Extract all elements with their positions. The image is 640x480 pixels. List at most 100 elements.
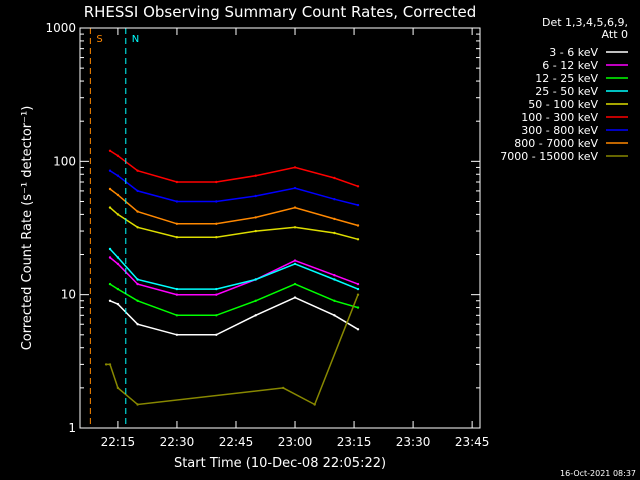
series-7-point-1 — [116, 193, 120, 197]
legend-label-6: 300 - 800 keV — [521, 124, 598, 137]
series-6-point-2 — [136, 189, 139, 193]
series-0-point-5 — [254, 314, 257, 317]
chart-title: RHESSI Observing Summary Count Rates, Co… — [84, 3, 477, 21]
series-0-point-1 — [116, 302, 120, 306]
legend-label-5: 100 - 300 keV — [521, 111, 598, 124]
series-2-point-8 — [356, 306, 360, 309]
series-8-point-6 — [356, 293, 360, 296]
annotation-label-1: N — [132, 34, 139, 45]
series-1-point-0 — [108, 256, 112, 259]
series-3-point-0 — [108, 247, 112, 251]
series-6-point-4 — [215, 200, 218, 203]
series-4-point-4 — [215, 236, 218, 239]
x-tick-label-0: 22:15 — [101, 435, 136, 449]
legend-label-1: 6 - 12 keV — [542, 59, 598, 72]
series-2-point-6 — [293, 282, 297, 286]
series-1-point-7 — [333, 274, 336, 277]
series-7-point-0 — [108, 187, 112, 191]
series-0-point-2 — [136, 323, 139, 326]
axes-layer: 22:15 22:30 22:45 23:00 23:15 23:30 23:45 1 10 10… — [45, 21, 489, 449]
y-axis-label: Corrected Count Rate (s⁻¹ detector⁻¹) — [20, 106, 35, 351]
series-7-point-8 — [356, 224, 360, 227]
series-3-point-7 — [333, 278, 336, 281]
series-5-point-1 — [116, 154, 120, 157]
series-3-point-8 — [356, 287, 360, 291]
series-1-point-1 — [116, 262, 120, 266]
series-2-point-2 — [136, 299, 139, 302]
series-8-point-1 — [108, 363, 112, 366]
series-5-point-5 — [254, 174, 257, 177]
legend-header-2: Att 0 — [602, 28, 628, 41]
series-8-point-4 — [282, 386, 285, 390]
series-0-point-3 — [175, 333, 179, 336]
series-7-point-2 — [136, 210, 139, 213]
series-7-point-7 — [333, 217, 336, 221]
series-6-point-3 — [175, 200, 179, 203]
series-5-point-8 — [356, 185, 360, 188]
series-0-point-8 — [356, 328, 360, 331]
series-4-point-7 — [333, 231, 336, 235]
series-4-point-3 — [175, 236, 179, 239]
series-7-point-5 — [254, 216, 257, 219]
series-1-point-6 — [293, 259, 297, 262]
series-5-point-2 — [136, 169, 139, 172]
series-3-point-1 — [116, 256, 120, 259]
series-6-point-6 — [293, 186, 297, 190]
series-2-point-4 — [215, 314, 218, 317]
series-0-point-0 — [108, 299, 112, 302]
x-tick-label-4: 23:15 — [337, 435, 372, 449]
series-7-point-4 — [215, 222, 218, 225]
series-8-point-0 — [104, 363, 108, 366]
series-2-point-0 — [108, 282, 112, 286]
series-8-point-2 — [116, 386, 120, 390]
series-4-point-8 — [356, 238, 360, 241]
series-5-point-7 — [333, 176, 336, 180]
legend-label-0: 3 - 6 keV — [549, 46, 598, 59]
series-2-point-5 — [254, 299, 257, 302]
series-1-point-8 — [356, 282, 360, 286]
y-tick-label-2: 100 — [53, 154, 76, 168]
legend-label-2: 12 - 25 keV — [535, 72, 598, 85]
series-3-point-2 — [136, 278, 139, 281]
series-5-point-6 — [293, 166, 297, 169]
series-4-point-0 — [108, 206, 112, 209]
y-tick-label-3: 1000 — [45, 21, 76, 35]
series-4-point-2 — [136, 226, 139, 229]
series-8-point-3 — [136, 403, 139, 406]
series-1-point-3 — [175, 293, 179, 296]
series-8-point-5 — [313, 403, 316, 406]
series-5-point-0 — [108, 149, 112, 152]
series-7-point-6 — [293, 206, 297, 209]
series-0-point-7 — [333, 314, 336, 317]
x-tick-label-5: 23:30 — [396, 435, 431, 449]
series-2-point-7 — [333, 299, 336, 302]
y-tick-label-0: 1 — [68, 421, 76, 435]
legend-label-8: 7000 - 15000 keV — [500, 150, 598, 163]
series-3-point-5 — [254, 278, 257, 281]
y-axis-label-text: Corrected Count Rate (s⁻¹ detector⁻¹) — [20, 106, 35, 351]
x-tick-label-1: 22:30 — [160, 435, 195, 449]
series-5-point-4 — [215, 180, 218, 184]
series-6-point-1 — [116, 174, 120, 177]
series-4-point-1 — [116, 213, 120, 216]
series-3-point-6 — [293, 262, 297, 266]
x-tick-label-3: 23:00 — [278, 435, 313, 449]
x-tick-label-6: 23:45 — [455, 435, 490, 449]
series-6-point-7 — [333, 198, 336, 201]
series-1-point-4 — [215, 293, 218, 296]
series-3-point-4 — [215, 287, 218, 291]
series-1-point-2 — [136, 282, 139, 286]
series-0-point-4 — [215, 333, 218, 336]
timestamp: 16-Oct-2021 08:37 — [560, 469, 636, 478]
x-axis-label: Start Time (10-Dec-08 22:05:22) — [174, 456, 386, 471]
series-2-point-3 — [175, 314, 179, 317]
series-5-point-3 — [175, 180, 179, 184]
series-2-point-1 — [116, 287, 120, 291]
annotation-label-0: S — [96, 34, 102, 45]
series-4-point-6 — [293, 226, 297, 229]
series-6-point-0 — [108, 169, 112, 172]
legend-label-3: 25 - 50 keV — [535, 85, 598, 98]
